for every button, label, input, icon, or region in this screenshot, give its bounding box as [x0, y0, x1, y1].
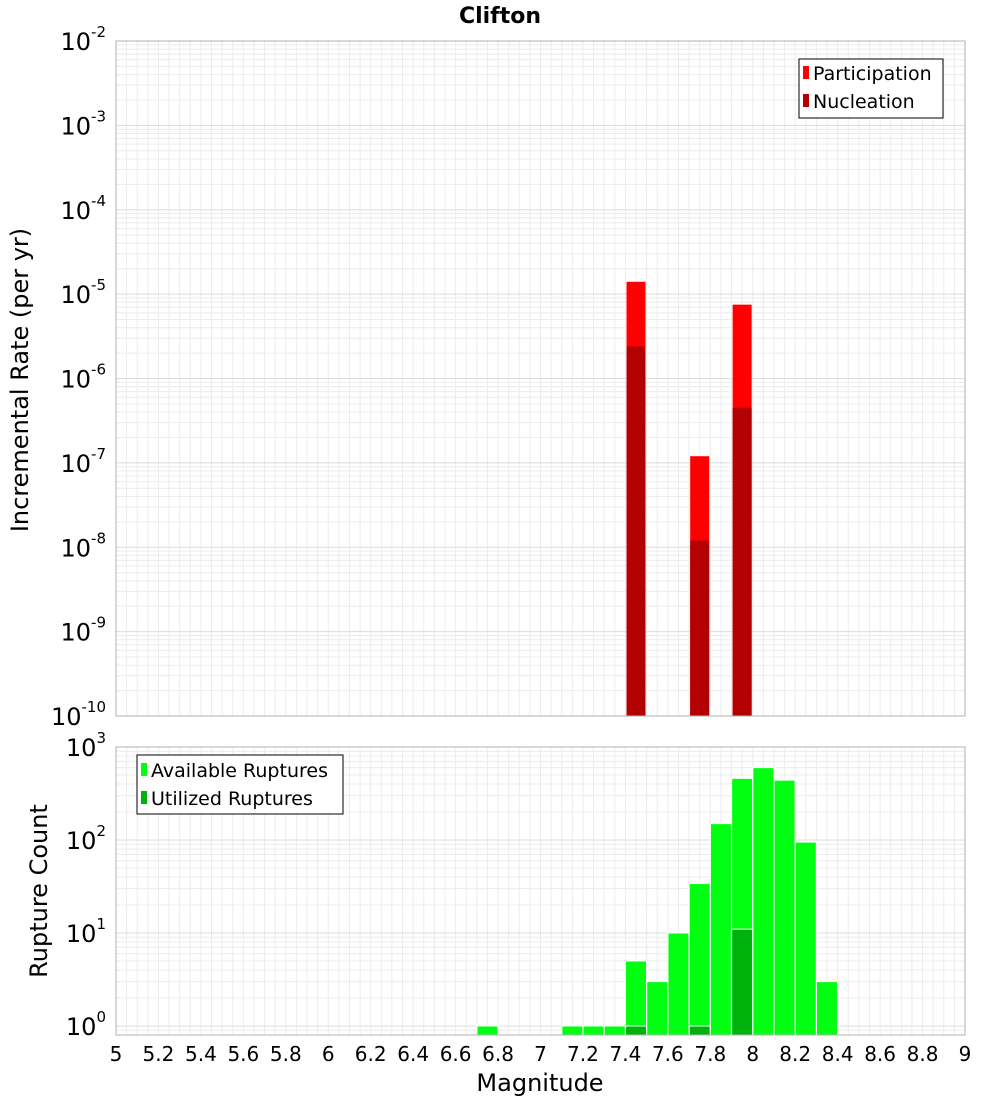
x-tick-label-7: 7	[534, 1042, 547, 1066]
x-tick-label-6.2: 6.2	[355, 1042, 387, 1066]
x-tick-labels: 5 5.2 5.4 5.6 5.8 6 6.2 6.4 6.6 6.8 7 7.2 7.4 7.6 7.8 8…	[110, 1042, 972, 1066]
x-tick-label-9: 9	[959, 1042, 972, 1066]
top-plot-border	[115, 40, 966, 717]
x-tick-label-6.8: 6.8	[482, 1042, 514, 1066]
bar-available-ruptures-8.25	[794, 841, 817, 1035]
x-tick-label-7.2: 7.2	[567, 1042, 599, 1066]
x-tick-label-8: 8	[746, 1042, 759, 1066]
y-tick-label-1e-3: 10-3	[60, 107, 106, 140]
bar-available-ruptures-8.35	[816, 981, 839, 1035]
chart-title: Clifton	[459, 4, 541, 29]
y-tick-label-1e-5: 10-5	[60, 276, 106, 309]
bar-nucleation-7.95	[732, 407, 752, 716]
x-tick-label-5.2: 5.2	[143, 1042, 175, 1066]
bar-utilized-ruptures-7.45	[625, 1025, 648, 1035]
top-y-tick-labels: 10-10 10-9 10-8 10-7 10-6 10-5 10-4 10-3 10-2	[51, 23, 106, 731]
bar-available-ruptures-7.75	[688, 883, 711, 1035]
bar-available-ruptures-8.15	[773, 779, 796, 1035]
y-tick-label-1e-9: 10-9	[60, 614, 106, 647]
bottom-plot-border	[115, 746, 966, 1036]
bar-nucleation-7.75	[690, 540, 710, 716]
bar-available-ruptures-8.05	[752, 767, 775, 1035]
y-tick-label-1e3: 103	[66, 729, 106, 762]
x-tick-label-5.8: 5.8	[270, 1042, 302, 1066]
bottom-y-tick-labels: 100 101 102 103	[66, 729, 106, 1041]
legend-participation-label: Participation	[813, 63, 932, 85]
y-tick-label-1e-10: 10-10	[51, 698, 106, 731]
x-tick-label-5: 5	[110, 1042, 123, 1066]
x-tick-label-7.4: 7.4	[609, 1042, 641, 1066]
x-tick-label-8.2: 8.2	[779, 1042, 811, 1066]
y-tick-label-1e-7: 10-7	[60, 445, 106, 478]
y-tick-label-1e-8: 10-8	[60, 529, 106, 562]
y-tick-label-1e1: 101	[66, 915, 106, 948]
x-tick-label-6.4: 6.4	[397, 1042, 429, 1066]
top-legend: Participation Nucleation	[798, 58, 944, 119]
legend-utilized-swatch	[141, 791, 147, 804]
x-axis-label: Magnitude	[476, 1069, 603, 1097]
bar-available-ruptures-7.35	[603, 1025, 626, 1035]
bottom-legend-box	[136, 754, 344, 815]
bar-available-ruptures-6.75	[476, 1025, 499, 1035]
bar-available-ruptures-7.85	[709, 823, 732, 1035]
bar-available-ruptures-7.65	[667, 932, 690, 1035]
bottom-y-axis-label: Rupture Count	[25, 804, 53, 978]
top-bars	[626, 281, 752, 716]
bar-available-ruptures-7.25	[582, 1025, 605, 1035]
top-gridlines	[116, 41, 965, 716]
top-y-axis-label: Incremental Rate (per yr)	[6, 228, 34, 532]
y-tick-label-1e-6: 10-6	[60, 361, 106, 394]
bar-available-ruptures-7.45	[625, 960, 648, 1035]
x-tick-label-6: 6	[322, 1042, 335, 1066]
top-legend-box	[798, 58, 944, 119]
x-tick-label-8.6: 8.6	[864, 1042, 896, 1066]
x-tick-label-5.6: 5.6	[227, 1042, 259, 1066]
bar-available-ruptures-7.15	[561, 1025, 584, 1035]
legend-available-swatch	[141, 763, 147, 776]
bar-available-ruptures-7.55	[646, 981, 669, 1035]
y-tick-label-1e0: 100	[66, 1008, 106, 1041]
y-tick-label-1e2: 102	[66, 822, 106, 855]
x-tick-label-8.4: 8.4	[822, 1042, 854, 1066]
legend-utilized-label: Utilized Ruptures	[151, 788, 313, 810]
bottom-legend: Available Ruptures Utilized Ruptures	[136, 754, 344, 815]
x-tick-label-7.6: 7.6	[652, 1042, 684, 1066]
legend-nucleation-label: Nucleation	[813, 91, 915, 113]
legend-available-label: Available Ruptures	[151, 760, 328, 782]
bar-nucleation-7.45	[626, 346, 646, 716]
bottom-bars	[476, 767, 839, 1035]
x-tick-label-8.8: 8.8	[907, 1042, 939, 1066]
bar-utilized-ruptures-7.95	[731, 928, 754, 1035]
x-tick-label-6.6: 6.6	[440, 1042, 472, 1066]
y-tick-label-1e-4: 10-4	[60, 192, 106, 225]
legend-nucleation-swatch	[803, 94, 809, 107]
x-tick-label-7.8: 7.8	[694, 1042, 726, 1066]
y-tick-label-1e-2: 10-2	[60, 23, 106, 56]
legend-participation-swatch	[803, 66, 809, 79]
x-tick-label-5.4: 5.4	[185, 1042, 217, 1066]
bar-utilized-ruptures-7.75	[688, 1025, 711, 1035]
